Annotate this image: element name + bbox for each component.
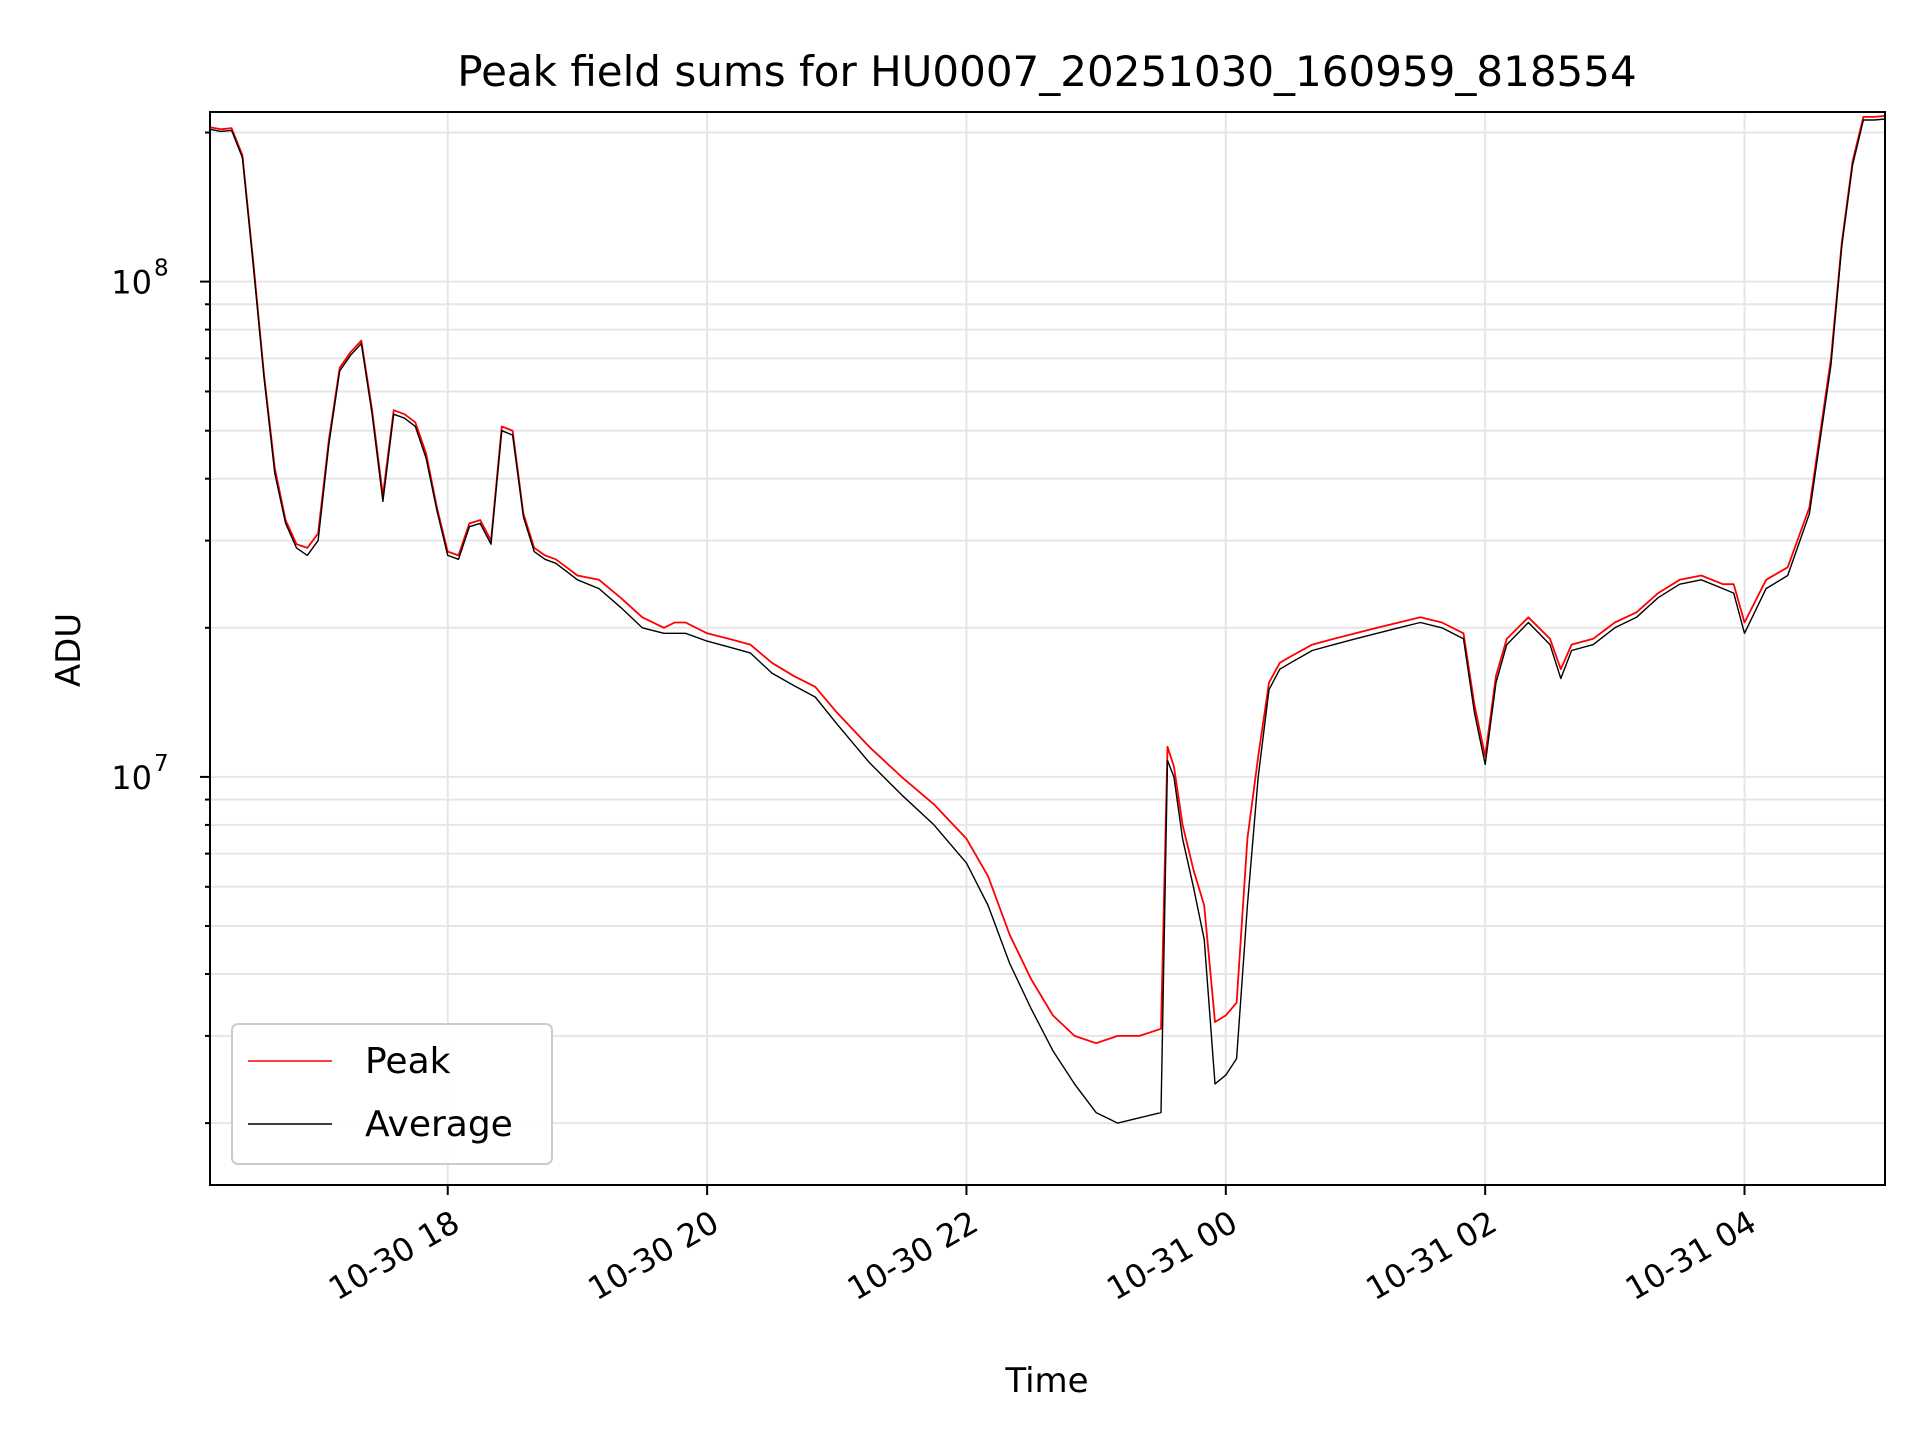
x-axis-label: Time (1004, 1361, 1088, 1401)
y-tick-exponent: 7 (154, 751, 169, 777)
y-tick-label: 10 (111, 264, 152, 302)
grid-lines (210, 112, 1885, 1185)
y-tick-label: 10 (111, 759, 152, 797)
legend-box (231, 1023, 553, 1165)
chart-title: Peak field sums for HU0007_20251030_1609… (457, 47, 1636, 96)
legend-label-peak: Peak (365, 1041, 451, 1082)
legend-label-average: Average (365, 1104, 513, 1145)
series-line-average (210, 118, 1885, 1124)
plot-frame (209, 111, 1886, 1186)
series-layer (210, 115, 1885, 1124)
legend: Peak Average (231, 1023, 553, 1165)
series-line-peak (210, 115, 1885, 1045)
y-tick-exponent: 8 (154, 256, 169, 282)
y-axis-label: ADU (49, 613, 89, 687)
